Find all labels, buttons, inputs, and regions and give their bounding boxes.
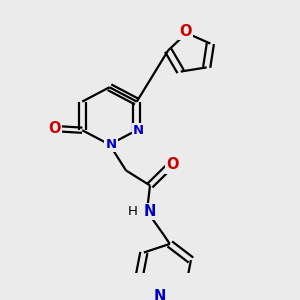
Text: H: H — [128, 205, 137, 218]
Text: N: N — [143, 204, 156, 219]
Text: O: O — [48, 122, 61, 136]
Text: O: O — [166, 158, 178, 172]
Text: N: N — [154, 289, 167, 300]
Text: N: N — [105, 138, 117, 151]
Text: O: O — [179, 24, 191, 39]
Text: N: N — [133, 124, 144, 137]
